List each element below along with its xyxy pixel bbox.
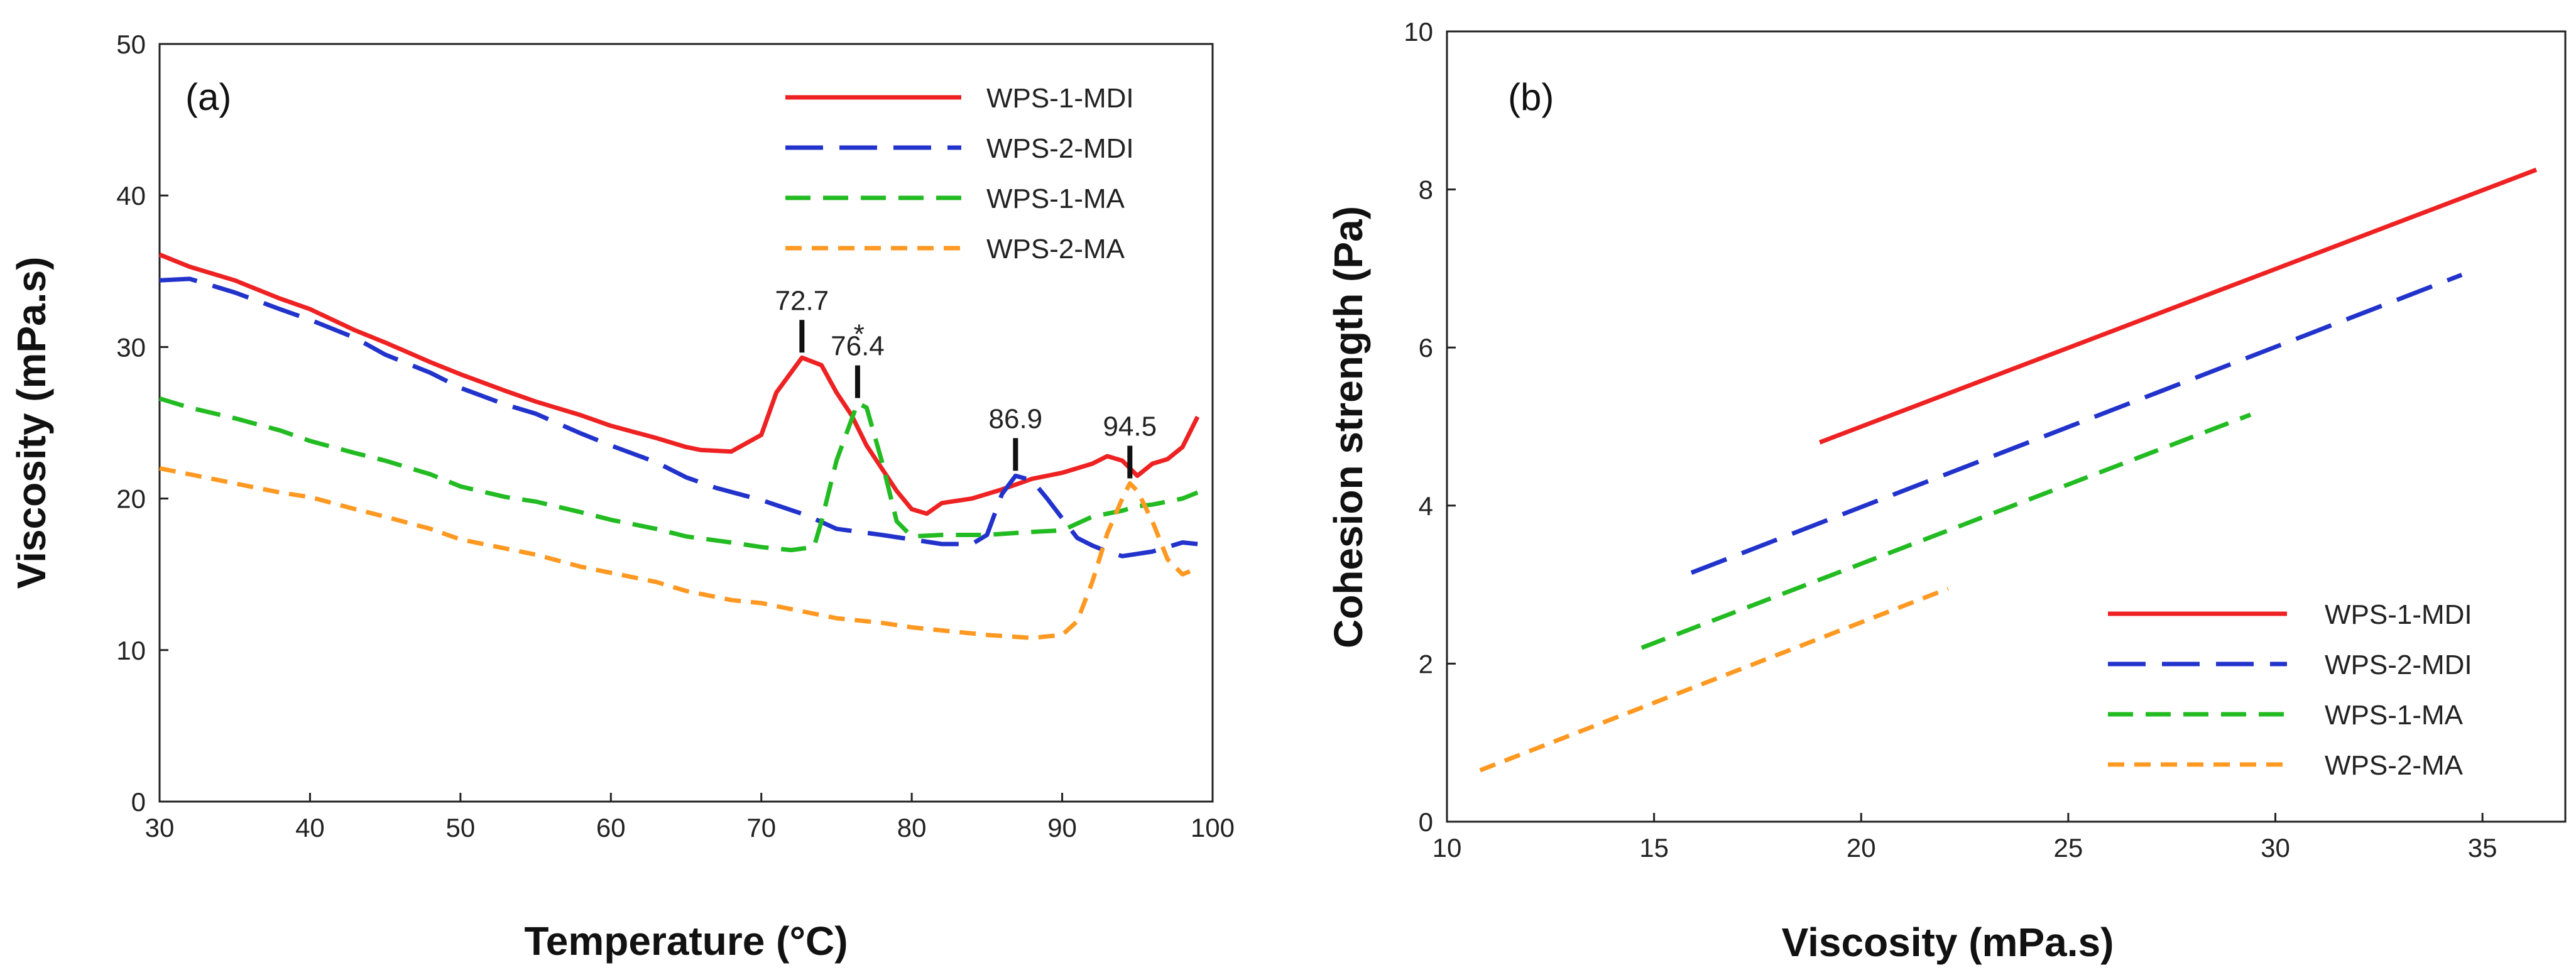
x-tick-label: 10 (1433, 833, 1462, 863)
legend-label-wps-1-ma: WPS-1-MA (2325, 700, 2464, 731)
x-ticks-b: 10 15 20 25 30 35 (1433, 813, 2497, 863)
series-line-wps-1-mdi (158, 253, 1200, 516)
x-ticks-a: 30 40 50 60 70 80 90 100 (145, 793, 1235, 842)
peak-label: 86.9 (989, 403, 1043, 434)
y-tick-label: 0 (1419, 807, 1433, 837)
peak-label: 94.5 (1103, 411, 1157, 442)
series-line-wps-1-mdi (1819, 167, 2538, 445)
x-tick-label: 70 (746, 813, 776, 842)
peak-annotations: 72.776.4 86.9 94.5 * (775, 285, 1157, 479)
y-tick-label: 20 (116, 484, 146, 514)
y-axis-title-a: Viscosity (mPa.s) (9, 257, 54, 589)
panel-label-a: (a) (185, 76, 231, 118)
asterisk-marker: * (854, 319, 865, 350)
series-line-wps-1-ma (1640, 412, 2252, 650)
y-tick-label: 30 (116, 332, 146, 362)
y-tick-label: 6 (1419, 333, 1433, 362)
x-tick-label: 30 (2261, 833, 2290, 863)
x-tick-label: 35 (2468, 833, 2497, 863)
x-tick-label: 15 (1639, 833, 1669, 863)
x-tick-label: 90 (1047, 813, 1077, 842)
legend-label-wps-1-mdi: WPS-1-MDI (986, 83, 1134, 114)
x-axis-title-b: Viscosity (mPa.s) (1782, 920, 2114, 965)
panel-a: 30 40 50 60 70 80 90 100 0 10 20 30 40 50 72.776.4 86… (9, 30, 1235, 964)
series-line-wps-2-ma (159, 466, 1199, 640)
peak-label: 72.7 (775, 285, 829, 316)
series-line-wps-1-ma (158, 396, 1199, 553)
panel-b: 10 15 20 25 30 35 0 2 4 6 8 10 (b) Viscosity (mPa.… (1326, 17, 2567, 965)
x-tick-label: 20 (1847, 833, 1876, 863)
y-tick-label: 50 (116, 30, 146, 59)
legend-label-wps-1-mdi: WPS-1-MDI (2325, 599, 2472, 630)
y-tick-label: 10 (1404, 17, 1433, 46)
y-tick-label: 10 (116, 636, 146, 665)
legend-label-wps-1-ma: WPS-1-MA (986, 183, 1125, 214)
y-ticks-a: 0 10 20 30 40 50 (116, 30, 168, 817)
y-tick-label: 40 (116, 181, 146, 210)
x-tick-label: 60 (596, 813, 626, 842)
plot-frame-b (1446, 30, 2567, 823)
y-tick-label: 4 (1419, 491, 1433, 521)
legend-label-wps-2-mdi: WPS-2-MDI (2325, 650, 2472, 680)
x-axis-title-a: Temperature (°C) (524, 918, 848, 964)
peak-label: 76.4 (831, 331, 885, 362)
y-ticks-b: 0 2 4 6 8 10 (1404, 17, 1456, 837)
x-tick-label: 40 (295, 813, 325, 842)
series-lines-a (158, 253, 1200, 640)
series-line-wps-2-ma (1479, 586, 1949, 773)
series-line-wps-2-mdi (1690, 273, 2463, 575)
legend-label-wps-2-ma: WPS-2-MA (2325, 750, 2464, 781)
x-tick-label: 100 (1191, 813, 1235, 842)
y-tick-label: 8 (1419, 175, 1433, 205)
plot-frame-a (158, 43, 1214, 803)
y-tick-label: 2 (1419, 649, 1433, 678)
x-tick-label: 25 (2054, 833, 2083, 863)
series-lines-b (1479, 167, 2538, 773)
legend-label-wps-2-mdi: WPS-2-MDI (986, 133, 1134, 164)
y-tick-label: 0 (131, 787, 146, 817)
panel-label-b: (b) (1508, 76, 1554, 118)
x-tick-label: 50 (445, 813, 475, 842)
y-axis-title-b: Cohesion strength (Pa) (1326, 206, 1371, 648)
legend-label-wps-2-ma: WPS-2-MA (986, 234, 1125, 264)
x-tick-label: 30 (145, 813, 175, 842)
legend-b: WPS-1-MDI WPS-2-MDI WPS-1-MA WPS-2-MA (2108, 599, 2472, 781)
x-tick-label: 80 (897, 813, 927, 842)
legend-a: WPS-1-MDI WPS-2-MDI WPS-1-MA WPS-2-MA (785, 83, 1134, 264)
